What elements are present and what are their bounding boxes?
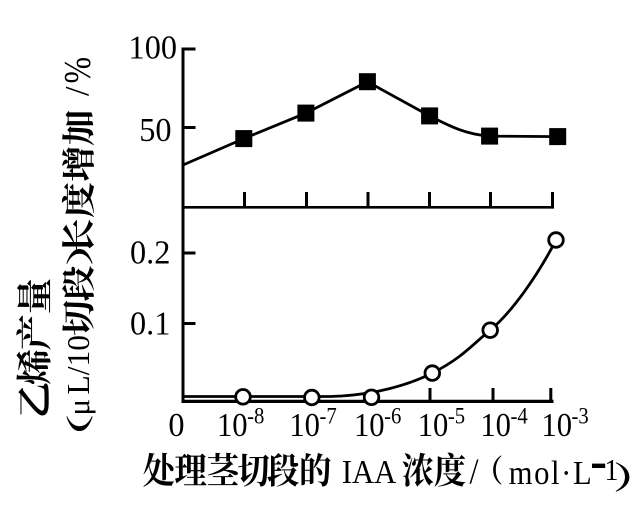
svg-text:10: 10 [541, 406, 572, 444]
svg-text:-6: -6 [384, 404, 401, 429]
svg-text:1: 1 [605, 454, 619, 488]
svg-text:μ: μ [61, 399, 96, 416]
svg-text:10: 10 [289, 406, 320, 444]
svg-text:-5: -5 [448, 404, 465, 429]
svg-text:/: / [59, 86, 96, 96]
svg-text:mol·L: mol·L [509, 454, 594, 492]
svg-text:L/10: L/10 [61, 335, 96, 395]
svg-text:-7: -7 [319, 404, 336, 429]
svg-text:100: 100 [129, 29, 177, 67]
svg-text:10: 10 [354, 406, 385, 444]
svg-text:10: 10 [418, 406, 449, 444]
svg-text:0.1: 0.1 [130, 305, 170, 343]
svg-text:10: 10 [217, 406, 248, 444]
svg-text:IAA: IAA [342, 453, 397, 491]
svg-text:0: 0 [168, 406, 184, 444]
svg-text:-3: -3 [572, 404, 589, 429]
svg-text:/: / [469, 451, 478, 491]
svg-text:%: % [56, 57, 98, 84]
svg-text:0.2: 0.2 [130, 234, 170, 272]
svg-text:10: 10 [480, 406, 511, 444]
svg-text:-8: -8 [247, 404, 264, 429]
svg-text:-4: -4 [510, 404, 527, 429]
svg-text:50: 50 [139, 111, 171, 149]
